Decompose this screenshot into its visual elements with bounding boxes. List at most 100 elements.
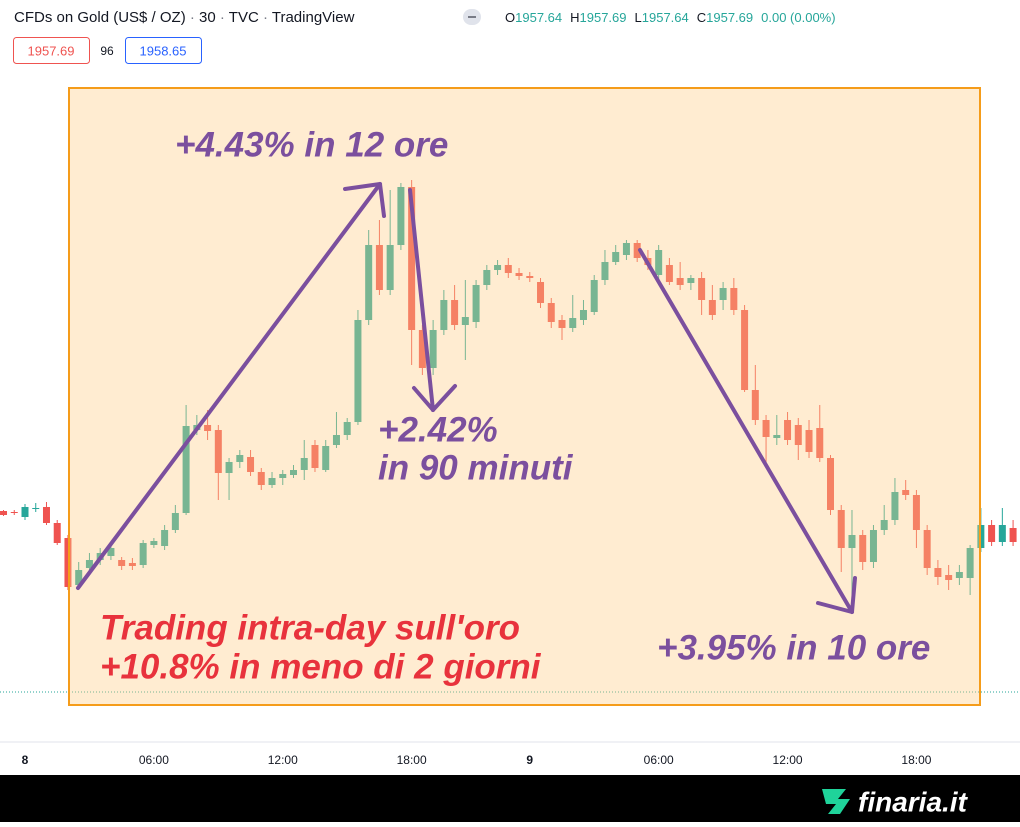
annotation: +2.42% bbox=[378, 411, 498, 450]
candle-body bbox=[579, 310, 587, 320]
exchange: TVC bbox=[229, 9, 259, 26]
candle-body bbox=[751, 390, 759, 420]
bid-box[interactable] bbox=[13, 37, 90, 64]
candle-body bbox=[569, 318, 577, 328]
candle-body bbox=[365, 245, 373, 320]
ask-box[interactable] bbox=[125, 37, 202, 64]
candle-body bbox=[988, 525, 996, 542]
candle-body bbox=[418, 330, 426, 368]
annotation: +4.43% in 12 ore bbox=[175, 126, 448, 165]
arrow bbox=[76, 182, 382, 590]
x-tick-label: 06:00 bbox=[139, 753, 169, 767]
candle-body bbox=[107, 548, 115, 556]
candle-body bbox=[257, 472, 265, 485]
candle-body bbox=[1009, 528, 1017, 542]
candle-body bbox=[848, 535, 856, 548]
candle-body bbox=[955, 572, 963, 578]
candle-body bbox=[64, 538, 72, 587]
candle-body bbox=[912, 495, 920, 530]
x-axis: 8 06:00 12:00 18:00 9 06:00 12:00 18:00 bbox=[22, 753, 932, 767]
candle-body bbox=[214, 430, 222, 473]
annotations: +4.43% in 12 ore +2.42%in 90 minuti +3.95%… bbox=[100, 126, 930, 687]
brand: finaria.it bbox=[858, 787, 969, 818]
candle-body bbox=[730, 288, 738, 310]
candle-body bbox=[10, 512, 18, 513]
title: CFDs on Gold (US$ / OZ) bbox=[14, 9, 186, 26]
annotation: +3.95% in 10 ore bbox=[657, 629, 930, 668]
candle-body bbox=[397, 187, 405, 245]
candle-body bbox=[171, 513, 179, 530]
ohlc-label: H bbox=[570, 10, 579, 25]
candle-body bbox=[139, 543, 147, 565]
candle-body bbox=[837, 510, 845, 548]
candle-body bbox=[515, 273, 523, 276]
ohlc-label: O bbox=[505, 10, 515, 25]
candle-body bbox=[429, 330, 437, 368]
candle-body bbox=[290, 470, 297, 475]
candle-body bbox=[590, 280, 598, 312]
candle-body bbox=[408, 187, 416, 330]
candle-body bbox=[816, 428, 824, 458]
candle-body bbox=[794, 425, 802, 445]
candle-body bbox=[827, 458, 834, 510]
arrow-head bbox=[343, 182, 386, 218]
ohlc-label: C bbox=[697, 10, 706, 25]
candle-body bbox=[343, 422, 351, 435]
x-tick-label: 12:00 bbox=[773, 753, 803, 767]
candle-body bbox=[279, 474, 287, 478]
x-tick-label: 18:00 bbox=[901, 753, 931, 767]
header-bg bbox=[0, 0, 1020, 34]
candle-body bbox=[85, 560, 93, 568]
candle-body bbox=[322, 446, 330, 470]
ohlc-value: 1957.64 bbox=[515, 10, 562, 25]
candle-body bbox=[150, 541, 158, 545]
arrows bbox=[76, 182, 857, 614]
candle-body bbox=[354, 320, 362, 422]
candle-body bbox=[225, 462, 233, 473]
candle-body bbox=[676, 278, 684, 285]
candle-body bbox=[461, 317, 469, 325]
logo-icon bbox=[822, 789, 850, 814]
candle-body bbox=[784, 420, 792, 440]
x-tick-label: 06:00 bbox=[644, 753, 674, 767]
candle-body bbox=[547, 303, 555, 322]
candle-body bbox=[687, 278, 695, 283]
candle-body bbox=[601, 262, 609, 280]
change: 0.00 (0.00%) bbox=[761, 10, 835, 25]
candle-body bbox=[483, 270, 491, 285]
candle-body bbox=[966, 548, 974, 578]
symbol-line: CFDs on Gold (US$ / OZ) · 30 · TVC · Tra… bbox=[14, 9, 355, 26]
ohlc-label: L bbox=[635, 10, 642, 25]
candle-body bbox=[773, 435, 781, 438]
interval: 30 bbox=[199, 9, 216, 26]
x-tick-label: 18:00 bbox=[397, 753, 427, 767]
candle-body bbox=[161, 530, 169, 546]
footer-bar bbox=[0, 775, 1020, 822]
candle-body bbox=[923, 530, 931, 568]
ohlc: O1957.64 H1957.69 L1957.64 C1957.69 0.00 (0.… bbox=[505, 10, 836, 25]
arrow bbox=[638, 248, 854, 614]
candle-body bbox=[719, 288, 727, 300]
candle-body bbox=[880, 520, 888, 530]
spread: 96 bbox=[100, 44, 114, 58]
candle-body bbox=[118, 560, 126, 566]
candle-body bbox=[440, 300, 448, 330]
candle-body bbox=[204, 425, 212, 431]
candle-body bbox=[902, 490, 910, 495]
candle-body bbox=[247, 457, 255, 472]
ohlc-value: 1957.69 bbox=[706, 10, 753, 25]
ask: 1958.65 bbox=[140, 44, 187, 59]
candle-body bbox=[537, 282, 545, 303]
source: TradingView bbox=[272, 9, 355, 26]
candle-body bbox=[300, 458, 308, 470]
annotation: +10.8% in meno di 2 giorni bbox=[100, 648, 542, 687]
candle-body bbox=[698, 278, 706, 300]
candle-body bbox=[665, 265, 673, 282]
candle-body bbox=[32, 508, 40, 509]
candle-body bbox=[612, 252, 620, 262]
arrow-head bbox=[816, 576, 857, 614]
x-tick-label: 12:00 bbox=[268, 753, 298, 767]
candle-body bbox=[53, 523, 61, 543]
candle-body bbox=[934, 568, 942, 577]
